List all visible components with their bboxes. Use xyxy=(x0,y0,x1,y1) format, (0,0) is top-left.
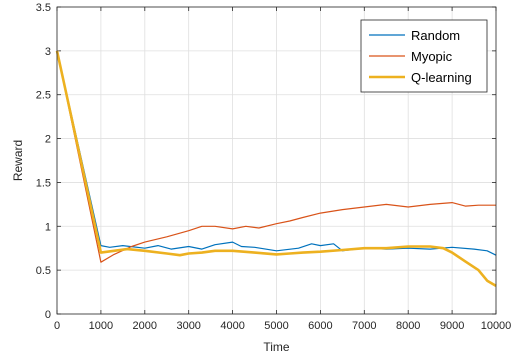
series-line-myopic xyxy=(56,50,496,263)
x-tick-label: 7000 xyxy=(352,320,376,332)
y-tick-label: 3 xyxy=(45,46,51,58)
series-line-q-learning xyxy=(55,50,497,288)
x-tick-label: 1000 xyxy=(89,320,113,332)
plot-frame xyxy=(56,6,497,315)
y-axis-ticks: 0 0.5 1 1.5 2 2.5 3 3.5 xyxy=(36,2,496,321)
x-tick-label: 10000 xyxy=(481,320,512,332)
series-lines xyxy=(55,50,497,288)
y-tick-label: 1 xyxy=(45,221,51,233)
y-tick-label: 2 xyxy=(45,134,51,146)
x-tick-label: 0 xyxy=(54,320,60,332)
series-line-random xyxy=(56,50,497,256)
legend-label: Myopic xyxy=(411,49,453,64)
y-tick-label: 2.5 xyxy=(36,90,51,102)
x-tick-label: 9000 xyxy=(440,320,464,332)
legend: Random Myopic Q-learning xyxy=(360,19,488,93)
x-tick-label: 2000 xyxy=(133,320,157,332)
x-tick-label: 6000 xyxy=(308,320,332,332)
x-tick-label: 3000 xyxy=(176,320,200,332)
x-tick-label: 5000 xyxy=(264,320,288,332)
y-tick-label: 0.5 xyxy=(36,265,51,277)
legend-label: Q-learning xyxy=(411,70,472,85)
y-tick-label: 0 xyxy=(45,309,51,321)
x-tick-label: 4000 xyxy=(220,320,244,332)
legend-label: Random xyxy=(411,28,460,43)
x-axis-ticks: 0 1000 2000 3000 4000 5000 6000 7000 8000 9000 100… xyxy=(54,7,511,332)
x-axis-label: Time xyxy=(263,340,290,354)
x-tick-label: 8000 xyxy=(396,320,420,332)
y-axis-label: Reward xyxy=(11,140,25,181)
y-tick-label: 3.5 xyxy=(36,2,51,14)
y-tick-label: 1.5 xyxy=(36,177,51,189)
